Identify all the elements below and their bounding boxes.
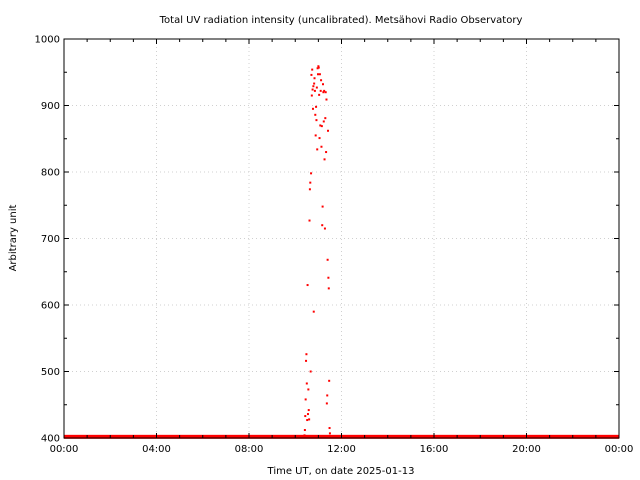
data-point	[310, 73, 313, 76]
data-point	[321, 224, 324, 227]
data-points	[303, 65, 331, 437]
plot-frame	[63, 38, 620, 439]
data-point	[322, 83, 324, 86]
data-point	[316, 73, 319, 76]
data-point	[306, 413, 309, 416]
x-tick-label: 20:00	[512, 444, 541, 455]
data-point	[305, 382, 308, 385]
chart-title: Total UV radiation intensity (uncalibrat…	[159, 15, 523, 26]
y-tick-label: 800	[41, 168, 60, 179]
data-point	[308, 188, 311, 191]
data-point	[317, 66, 320, 69]
data-point	[316, 148, 319, 151]
data-point	[315, 119, 318, 122]
data-point	[309, 370, 312, 373]
data-point	[304, 398, 307, 401]
data-point	[328, 432, 331, 435]
data-point	[320, 145, 323, 148]
data-point	[328, 427, 331, 430]
data-point	[323, 227, 326, 230]
data-point	[319, 124, 322, 127]
data-point	[315, 105, 318, 108]
y-tick-label: 600	[41, 301, 60, 312]
data-point	[324, 117, 327, 120]
data-point	[322, 120, 325, 123]
data-point	[319, 89, 322, 92]
y-tick-label: 500	[41, 367, 60, 378]
x-tick-label: 12:00	[327, 444, 356, 455]
data-point	[308, 418, 311, 421]
data-point	[308, 219, 311, 222]
y-tick-label: 900	[41, 101, 60, 112]
data-point	[306, 284, 309, 287]
data-point	[325, 402, 328, 405]
data-point	[312, 310, 315, 313]
grid-lines	[64, 39, 619, 438]
x-tick-label: 16:00	[420, 444, 449, 455]
x-axis: 00:00 04:00 08:00 12:00 16:00 20:00 00:00	[50, 39, 634, 455]
data-point	[311, 88, 314, 91]
y-tick-label: 400	[41, 434, 60, 445]
y-tick-label: 1000	[35, 35, 60, 46]
data-point	[311, 68, 314, 71]
data-point	[313, 82, 316, 85]
data-point	[322, 91, 325, 94]
data-point	[327, 276, 330, 279]
data-point	[309, 181, 312, 184]
data-point	[323, 89, 326, 92]
data-point	[311, 107, 314, 110]
data-point	[327, 129, 330, 132]
data-point	[306, 419, 309, 422]
data-point	[313, 89, 316, 92]
data-point	[318, 93, 321, 96]
x-tick-label: 08:00	[235, 444, 264, 455]
data-point	[323, 158, 326, 161]
data-point	[324, 91, 327, 94]
data-point	[313, 77, 316, 80]
data-point	[310, 94, 313, 97]
data-point	[305, 353, 308, 356]
x-tick-label: 00:00	[50, 444, 79, 455]
data-point	[326, 394, 329, 397]
data-point	[314, 113, 317, 116]
data-point	[304, 415, 307, 418]
data-point	[307, 388, 310, 391]
data-point	[310, 172, 313, 175]
x-tick-label: 00:00	[605, 444, 634, 455]
x-axis-title: Time UT, on date 2025-01-13	[267, 466, 415, 477]
data-point	[321, 205, 324, 208]
data-point	[320, 79, 323, 82]
data-point	[327, 287, 330, 290]
y-tick-label: 700	[41, 234, 60, 245]
data-point	[315, 86, 318, 89]
data-point	[303, 429, 306, 432]
data-point	[307, 409, 310, 412]
x-tick-label: 04:00	[142, 444, 171, 455]
data-point	[317, 65, 320, 68]
data-point	[318, 73, 321, 76]
data-point	[305, 359, 308, 362]
data-point	[328, 379, 331, 382]
y-axis-title: Arbitrary unit	[8, 205, 19, 272]
data-point	[318, 137, 321, 140]
data-point	[326, 258, 329, 261]
y-axis: 400 500 600 700 800 900 1000	[35, 35, 619, 445]
data-point	[312, 85, 315, 88]
data-point	[325, 151, 328, 154]
data-point	[320, 125, 323, 128]
data-point	[316, 67, 319, 70]
data-point	[325, 98, 328, 101]
data-point	[314, 134, 317, 137]
